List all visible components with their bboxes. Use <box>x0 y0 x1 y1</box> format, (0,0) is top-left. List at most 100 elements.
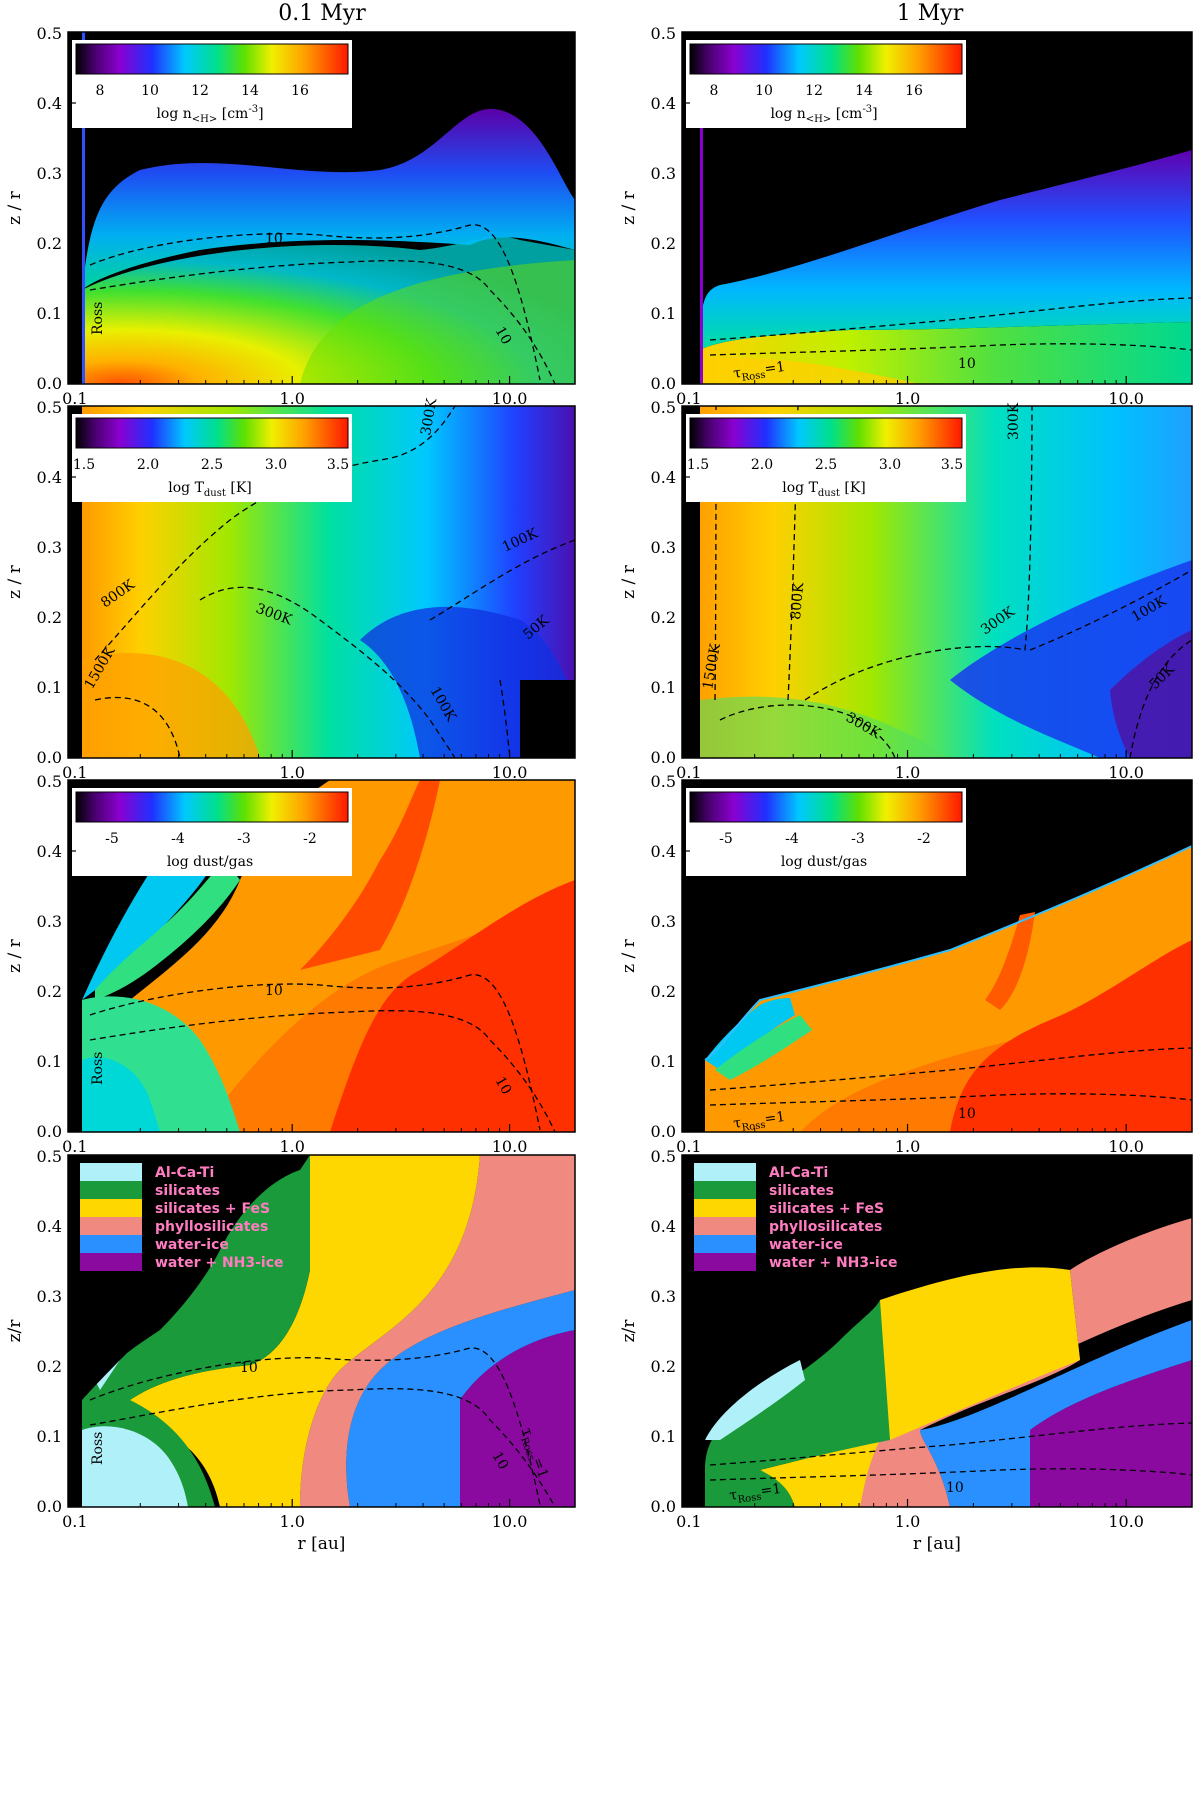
x-tick-label: 10.0 <box>492 1137 528 1156</box>
x-tick-label: 1.0 <box>895 1137 920 1156</box>
dustgas-red-tongue <box>300 780 440 970</box>
dustgas-red-stripe <box>985 912 1035 1010</box>
colorbar-ticks: 1.5 2.0 2.5 3.0 3.5 <box>73 457 349 473</box>
y-tick-label: 0.4 <box>651 94 676 113</box>
colorbar-tick: 12 <box>805 83 823 99</box>
colorbar-tick: 10 <box>141 83 159 99</box>
legend-swatch <box>694 1199 756 1217</box>
legend-label: silicates + FeS <box>769 1201 884 1217</box>
y-tick-label: 0.1 <box>651 678 676 697</box>
panel-minerals-1myr: 10 τRoss=1 Al-Ca-Ti silicates silicates … <box>682 1155 1193 1507</box>
legend-swatch <box>694 1235 756 1253</box>
y-tick-label: 0.4 <box>37 1217 62 1236</box>
y-axis-label: z / r <box>5 938 25 972</box>
y-tick-label: 0.0 <box>651 1497 676 1516</box>
y-tick-label: 0.5 <box>651 24 676 43</box>
legend: Al-Ca-Ti silicates silicates + FeS phyll… <box>80 1163 284 1271</box>
y-tick-label: 0.0 <box>651 374 676 393</box>
colorbar-tick: -5 <box>719 831 733 847</box>
y-tick-label: 0.1 <box>37 1427 62 1446</box>
contour-label: τRoss=1 <box>728 1481 782 1507</box>
region-phyllo <box>860 1218 1192 1507</box>
panel-tdust-0.1myr: 300K 800K 1500K 300K 100K 100K 50K 1.5 2… <box>68 397 576 759</box>
x-tick-label: 0.1 <box>676 1512 701 1531</box>
x-tick-label: 1.0 <box>279 763 304 782</box>
region-water-ice <box>920 1320 1192 1507</box>
y-tick-label: 0.5 <box>37 772 62 791</box>
colorbar-tick: 2.0 <box>137 457 159 473</box>
y-tick-label: 0.4 <box>37 94 62 113</box>
colorbar-tick: 1.5 <box>687 457 709 473</box>
colorbar-tick: -3 <box>851 831 865 847</box>
colorbar-ticks: 8 10 12 14 16 <box>710 83 923 99</box>
y-axis-label: z / r <box>619 190 639 224</box>
region-fes <box>130 1155 480 1507</box>
legend-swatch <box>80 1217 142 1235</box>
legend-label: silicates + FeS <box>155 1201 270 1217</box>
axes-frame <box>67 779 576 1133</box>
y-tick-label: 0.2 <box>37 234 62 253</box>
colorbar-tick: -2 <box>303 831 317 847</box>
y-tick-label: 0.3 <box>37 164 62 183</box>
contour-label: 10 <box>265 231 283 247</box>
contour-label: 10 <box>946 1480 964 1496</box>
legend-label: water-ice <box>769 1237 843 1253</box>
y-axis-label: z / r <box>619 564 639 598</box>
colorbar-tick: 16 <box>905 83 923 99</box>
x-tick-label: 0.1 <box>62 389 87 408</box>
colorbar-tick: 2.5 <box>201 457 223 473</box>
x-tick-label: 10.0 <box>492 763 528 782</box>
contour-line <box>1129 639 1193 759</box>
y-tick-label: 0.4 <box>651 468 676 487</box>
y-tick-label: 0.2 <box>651 1357 676 1376</box>
contour-label: τRoss=1 <box>732 1109 786 1135</box>
y-tick-label: 0.4 <box>37 842 62 861</box>
dustgas-inner-cyan <box>82 1057 160 1132</box>
dustgas-surface <box>704 845 1193 1061</box>
column-title-right: 1 Myr <box>897 1 964 26</box>
density-upper-band <box>700 150 1192 350</box>
temperature-purple <box>1110 630 1192 758</box>
contour-line <box>89 1388 556 1508</box>
y-tick-label: 0.1 <box>651 1427 676 1446</box>
colorbar-ticks: -5 -4 -3 -2 <box>719 831 931 847</box>
contour-line <box>89 260 556 385</box>
y-tick-label: 0.3 <box>37 538 62 557</box>
x-tick-label: 10.0 <box>492 1512 528 1531</box>
region-silicates <box>82 1155 310 1507</box>
colorbar-tick: 10 <box>755 83 773 99</box>
y-tick-label: 0.5 <box>37 24 62 43</box>
contour-line <box>709 1093 1193 1106</box>
contour-label: 800K <box>788 581 807 620</box>
x-tick-label: 0.1 <box>62 1512 87 1531</box>
y-tick-label: 0.2 <box>651 982 676 1001</box>
x-tick-label: 0.1 <box>62 1137 87 1156</box>
contour-line <box>709 1047 1193 1091</box>
y-tick-label: 0.4 <box>651 1217 676 1236</box>
y-tick-label: 0.3 <box>651 1287 676 1306</box>
x-tick-label: 10.0 <box>1108 763 1144 782</box>
y-tick-label: 0.0 <box>37 1122 62 1141</box>
density-core <box>700 358 920 384</box>
legend-swatch <box>80 1199 142 1217</box>
y-tick-label: 0.0 <box>651 748 676 767</box>
dustgas-red <box>950 940 1192 1132</box>
dustgas-red <box>330 880 575 1132</box>
colorbar <box>689 43 963 75</box>
y-tick-label: 0.5 <box>37 398 62 417</box>
y-axis-label: z/r <box>5 1319 25 1343</box>
dustgas-green-wedge <box>95 860 240 1000</box>
colorbar-tick: -4 <box>171 831 185 847</box>
y-axis-label: z / r <box>619 938 639 972</box>
y-axis-label: z/r <box>619 1319 639 1343</box>
x-tick-label: 0.1 <box>676 763 701 782</box>
contour-line <box>709 297 1193 341</box>
x-tick-label: 1.0 <box>895 389 920 408</box>
legend-swatch <box>80 1163 142 1181</box>
contour-label: 10 <box>492 324 515 347</box>
y-tick-label: 0.3 <box>651 164 676 183</box>
colorbar-label: log Tdust [K] <box>782 480 866 499</box>
x-tick-label: 10.0 <box>1108 1512 1144 1531</box>
colorbar-tick: -2 <box>917 831 931 847</box>
